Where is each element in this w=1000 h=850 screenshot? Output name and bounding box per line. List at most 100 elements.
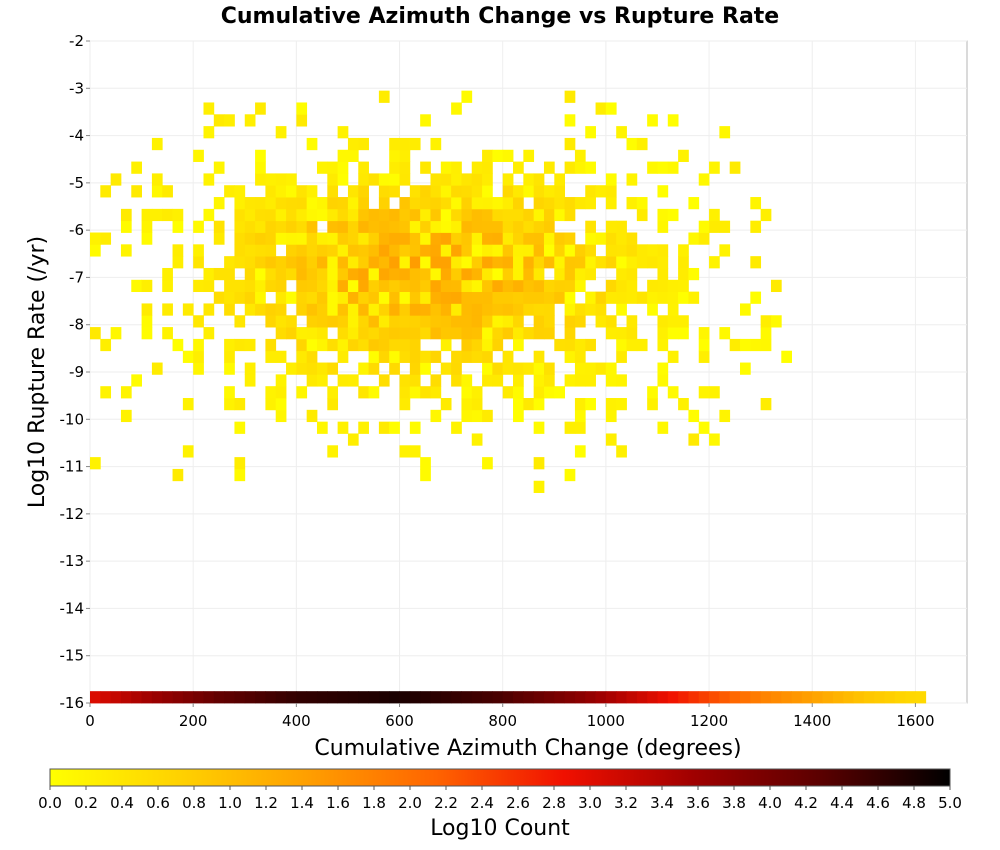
heatmap-cell	[595, 315, 607, 328]
heatmap-cell	[461, 220, 473, 233]
heatmap-cell	[265, 244, 277, 257]
heatmap-cell	[574, 315, 586, 328]
heatmap-cell	[688, 433, 700, 446]
heatmap-cell	[337, 303, 349, 316]
heatmap-cell	[358, 267, 369, 281]
heatmap-cell	[306, 220, 318, 233]
heatmap-cell	[306, 208, 318, 222]
heatmap-cell	[286, 256, 297, 269]
heatmap-cell	[616, 267, 627, 281]
heatmap-cell	[399, 208, 411, 222]
bottom-row-cell	[585, 691, 596, 704]
heatmap-cell	[265, 338, 277, 352]
heatmap-cell	[409, 386, 421, 399]
x-tick-label: 200	[179, 712, 208, 730]
heatmap-cell	[543, 327, 555, 340]
heatmap-cell	[657, 362, 669, 375]
heatmap-cell	[389, 137, 400, 151]
heatmap-cell	[698, 327, 710, 340]
x-tick-label: 0	[85, 712, 95, 730]
heatmap-cell	[585, 362, 596, 375]
heatmap-cell	[275, 185, 287, 198]
colorbar-tick-label: 1.8	[362, 794, 386, 812]
heatmap-cell	[440, 291, 452, 304]
heatmap-cell	[482, 267, 493, 281]
heatmap-cell	[378, 197, 390, 210]
bottom-row-cell	[193, 691, 204, 704]
heatmap-cell	[275, 256, 287, 269]
colorbar-tick-label: 0.2	[74, 794, 98, 812]
heatmap-cell	[533, 185, 545, 198]
y-tick-label: -11	[60, 458, 85, 476]
heatmap-cell	[399, 279, 411, 293]
heatmap-cell	[337, 244, 349, 257]
heatmap-cell	[389, 315, 400, 328]
heatmap-cell	[182, 303, 194, 316]
heatmap-cell	[636, 244, 648, 257]
heatmap-cell	[451, 291, 462, 304]
heatmap-cell	[399, 197, 411, 210]
heatmap-cell	[275, 173, 287, 186]
heatmap-cell	[193, 362, 204, 375]
heatmap-cell	[760, 208, 772, 222]
heatmap-cell	[492, 197, 504, 210]
heatmap-cell	[523, 149, 535, 162]
y-tick-label: -14	[60, 599, 85, 617]
bottom-row-cell	[564, 691, 576, 704]
heatmap-cell	[193, 256, 204, 269]
heatmap-cell	[286, 362, 297, 375]
heatmap-cell	[306, 327, 318, 340]
x-tick-label: 600	[385, 712, 414, 730]
heatmap-cell	[502, 303, 514, 316]
bottom-row-cell	[224, 691, 235, 704]
heatmap-cell	[275, 386, 287, 399]
heatmap-cell	[719, 244, 731, 257]
heatmap-cell	[595, 291, 607, 304]
heatmap-cell	[409, 303, 421, 316]
heatmap-cell	[626, 327, 638, 340]
bottom-row-cell	[378, 691, 390, 704]
heatmap-cell	[378, 90, 390, 103]
heatmap-cell	[244, 114, 256, 127]
bottom-row-cell	[801, 691, 813, 704]
heatmap-cell	[399, 173, 411, 186]
chart-title: Cumulative Azimuth Change vs Rupture Rat…	[221, 4, 779, 29]
heatmap-cell	[564, 114, 576, 127]
heatmap-cell	[306, 291, 318, 304]
heatmap-cell	[347, 137, 359, 151]
heatmap-cell	[513, 197, 524, 210]
heatmap-cell	[554, 185, 566, 198]
heatmap-cell	[358, 185, 369, 198]
heatmap-cell	[193, 315, 204, 328]
heatmap-cell	[564, 279, 576, 293]
heatmap-cell	[110, 327, 122, 340]
heatmap-cell	[502, 279, 514, 293]
bottom-row-cell	[100, 691, 112, 704]
colorbar-tick-label: 4.6	[866, 794, 890, 812]
heatmap-cell	[420, 362, 431, 375]
bottom-row-cell	[265, 691, 277, 704]
heatmap-cell	[585, 244, 596, 257]
heatmap-cell	[595, 256, 607, 269]
heatmap-cell	[533, 173, 545, 186]
heatmap-cell	[564, 256, 576, 269]
heatmap-cell	[471, 161, 483, 174]
heatmap-cell	[286, 197, 297, 210]
heatmap-cell	[275, 279, 287, 293]
heatmap-cells	[90, 90, 927, 704]
heatmap-cell	[224, 338, 235, 352]
heatmap-cell	[647, 398, 658, 411]
heatmap-cell	[420, 267, 431, 281]
heatmap-cell	[492, 315, 504, 328]
heatmap-cell	[564, 90, 576, 103]
colorbar-tick-label: 3.8	[722, 794, 746, 812]
heatmap-cell	[316, 315, 328, 328]
heatmap-cell	[554, 338, 566, 352]
heatmap-cell	[389, 232, 400, 245]
heatmap-cell	[358, 291, 369, 304]
heatmap-cell	[471, 291, 483, 304]
heatmap-cell	[327, 303, 339, 316]
heatmap-cell	[657, 244, 669, 257]
heatmap-cell	[337, 197, 349, 210]
heatmap-cell	[688, 232, 700, 245]
